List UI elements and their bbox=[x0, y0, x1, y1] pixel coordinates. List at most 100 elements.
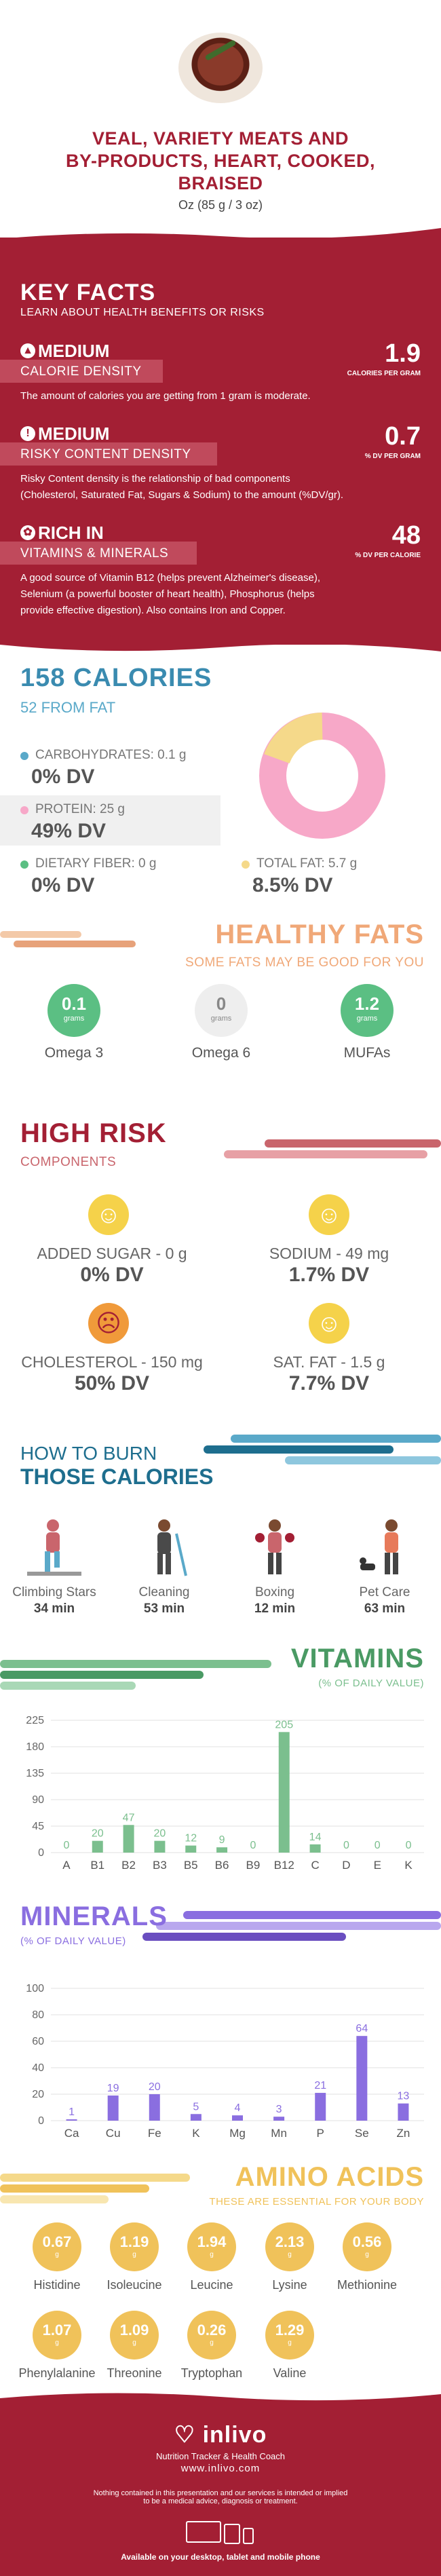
amino-name: Histidine bbox=[33, 2278, 81, 2292]
fact-level: MEDIUM bbox=[38, 423, 110, 444]
protein-label: PROTEIN: 25 g bbox=[35, 802, 125, 816]
amino-name: Lysine bbox=[272, 2278, 307, 2292]
brand-url[interactable]: www.inlivo.com bbox=[180, 2463, 261, 2474]
fact-unit: % DV PER CALORIE bbox=[355, 552, 421, 559]
x-tick-label: K bbox=[404, 1859, 413, 1872]
leaf-icon: ✿ bbox=[20, 525, 35, 540]
added-sugar-label: ADDED SUGAR - 0 g bbox=[37, 1245, 187, 1262]
grams-unit: grams bbox=[63, 1015, 85, 1023]
decor-stripes bbox=[0, 2174, 190, 2203]
x-tick-label: B5 bbox=[184, 1859, 198, 1872]
fiber-dot bbox=[20, 860, 28, 869]
grams-unit: grams bbox=[210, 1015, 232, 1023]
bar bbox=[107, 2095, 119, 2121]
burn-title-line1: HOW TO BURN bbox=[20, 1443, 157, 1464]
fact-label: RISKY CONTENT DENSITY bbox=[20, 447, 191, 461]
amino-value: 1.94 bbox=[197, 2233, 227, 2250]
y-tick-label: 45 bbox=[32, 1821, 44, 1832]
y-tick-label: 225 bbox=[26, 1715, 44, 1726]
amino-name: Valine bbox=[273, 2366, 307, 2380]
bar-value-label: 5 bbox=[193, 2101, 199, 2113]
bar bbox=[154, 1840, 166, 1853]
fiber-dv: 0% DV bbox=[31, 874, 95, 896]
amino-unit: g bbox=[210, 2339, 214, 2347]
amino-circle: 0.26 g bbox=[187, 2311, 236, 2360]
amino-circle: 1.94 g bbox=[187, 2222, 236, 2271]
x-tick-label: D bbox=[342, 1859, 350, 1872]
x-tick-label: B6 bbox=[215, 1859, 229, 1872]
carbs-label: CARBOHYDRATES: 0.1 g bbox=[35, 748, 187, 762]
bar-value-label: 0 bbox=[250, 1840, 256, 1851]
amino-circle: 1.19 g bbox=[110, 2222, 159, 2271]
amino-unit: g bbox=[210, 2251, 214, 2258]
bar-value-label: 9 bbox=[219, 1834, 225, 1846]
y-tick-label: 100 bbox=[26, 1983, 44, 1994]
bar bbox=[232, 2115, 243, 2121]
cholesterol-label: CHOLESTEROL - 150 mg bbox=[21, 1353, 203, 1371]
fact-description-line: Selenium (a powerful booster of heart he… bbox=[20, 588, 315, 600]
disclaimer-line: Nothing contained in this presentation a… bbox=[93, 2489, 348, 2497]
amino-circle: 1.09 g bbox=[110, 2311, 159, 2360]
boxing-icon bbox=[255, 1519, 294, 1574]
bar bbox=[185, 1845, 197, 1853]
bar-value-label: 205 bbox=[275, 1719, 293, 1730]
x-tick-label: P bbox=[317, 2127, 324, 2140]
omega6-value: 0 bbox=[216, 993, 227, 1014]
bar bbox=[216, 1847, 228, 1853]
mufa-circle: 1.2 grams bbox=[341, 984, 394, 1037]
cleaning-time: 53 min bbox=[143, 1602, 185, 1616]
title-line: VEAL, VARIETY MEATS AND bbox=[92, 128, 349, 149]
amino-value: 0.26 bbox=[197, 2322, 227, 2338]
bar-value-label: 64 bbox=[356, 2023, 368, 2034]
fact-unit: CALORIES PER GRAM bbox=[347, 370, 421, 377]
bar-value-label: 20 bbox=[154, 1828, 166, 1840]
x-tick-label: B12 bbox=[274, 1859, 294, 1872]
fat-slice bbox=[264, 713, 324, 764]
amino-name: Isoleucine bbox=[107, 2278, 162, 2292]
y-tick-label: 90 bbox=[32, 1794, 44, 1806]
sodium-dv: 1.7% DV bbox=[288, 1264, 370, 1286]
amino-name: Leucine bbox=[190, 2278, 233, 2292]
amino-unit: g bbox=[365, 2251, 369, 2258]
amino-name: Phenylalanine bbox=[18, 2366, 96, 2380]
omega3-value: 0.1 bbox=[61, 993, 87, 1014]
brand-logo: ♡ inlivo bbox=[174, 2422, 267, 2448]
bar-value-label: 47 bbox=[123, 1812, 135, 1823]
bar-value-label: 0 bbox=[343, 1840, 349, 1851]
amino-unit: g bbox=[132, 2251, 136, 2258]
fact-band bbox=[0, 442, 217, 466]
fat-label: TOTAL FAT: 5.7 g bbox=[256, 856, 358, 871]
key-facts-section bbox=[0, 238, 441, 645]
x-tick-label: A bbox=[62, 1859, 71, 1872]
fact-label: VITAMINS & MINERALS bbox=[20, 546, 169, 561]
sat-fat-dv: 7.7% DV bbox=[288, 1372, 370, 1395]
key-facts-bottom-wave bbox=[0, 631, 441, 651]
devices-text: Available on your desktop, tablet and mo… bbox=[121, 2552, 320, 2562]
bar-value-label: 14 bbox=[309, 1832, 322, 1843]
boxing-time: 12 min bbox=[254, 1602, 296, 1616]
x-tick-label: K bbox=[192, 2127, 200, 2140]
bar-value-label: 21 bbox=[314, 2080, 326, 2091]
fiber-label: DIETARY FIBER: 0 g bbox=[35, 856, 157, 871]
bar-value-label: 12 bbox=[185, 1833, 197, 1844]
amino-value: 0.67 bbox=[42, 2233, 72, 2250]
amino-value: 2.13 bbox=[275, 2233, 305, 2250]
added-sugar-dv: 0% DV bbox=[80, 1264, 144, 1286]
climbing-stairs-time: 34 min bbox=[33, 1602, 75, 1616]
y-tick-label: 0 bbox=[38, 2115, 44, 2127]
brand-tagline: Nutrition Tracker & Health Coach bbox=[155, 2451, 286, 2461]
devices-icon bbox=[186, 2521, 254, 2544]
happy-face-icon: ☺ bbox=[309, 1303, 349, 1344]
flame-icon: ▲ bbox=[20, 343, 35, 358]
fact-description-line: A good source of Vitamin B12 (helps prev… bbox=[20, 572, 320, 584]
fact-value: 0.7 bbox=[385, 422, 421, 451]
title-line: BY-PRODUCTS, HEART, COOKED, bbox=[65, 151, 376, 171]
warning-icon: ! bbox=[20, 426, 35, 441]
fact-band bbox=[0, 360, 163, 383]
bar-value-label: 19 bbox=[107, 2083, 119, 2094]
food-title: VEAL, VARIETY MEATS AND BY-PRODUCTS, HEA… bbox=[0, 128, 441, 195]
fact-description-line: (Cholesterol, Saturated Fat, Sugars & So… bbox=[20, 489, 344, 501]
brand-name: inlivo bbox=[202, 2422, 267, 2448]
mufa-value: 1.2 bbox=[354, 993, 380, 1014]
pet-care-icon bbox=[360, 1519, 398, 1574]
